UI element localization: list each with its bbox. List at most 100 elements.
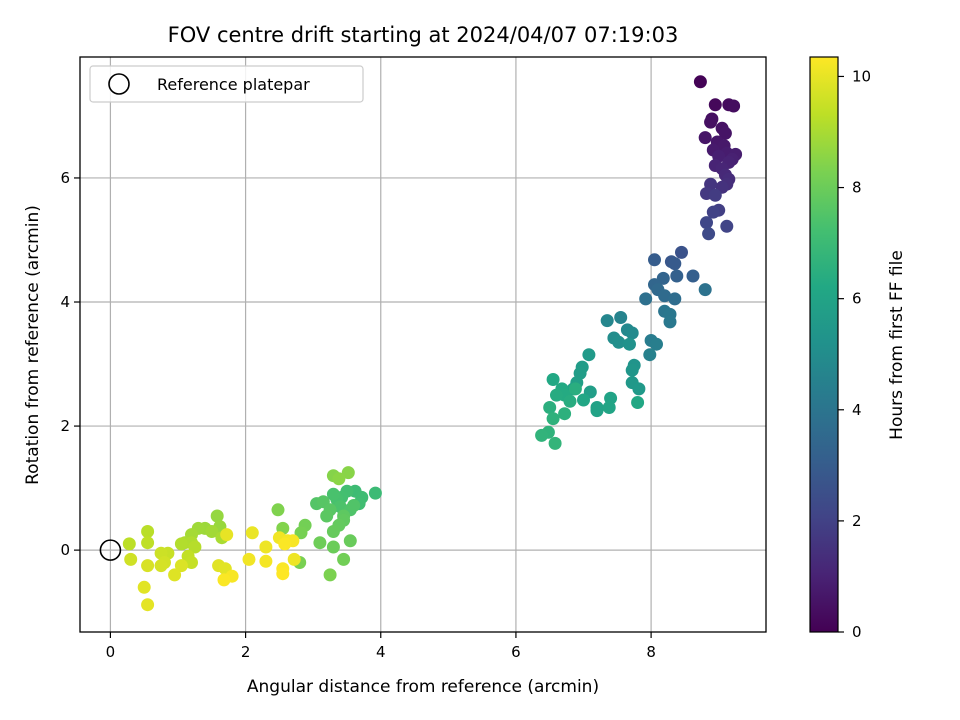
scatter-point xyxy=(220,528,234,542)
scatter-point xyxy=(648,253,661,267)
reference-platepar-marker xyxy=(99,539,122,561)
scatter-point xyxy=(341,466,355,480)
scatter-point xyxy=(693,75,707,89)
scatter-point xyxy=(602,401,616,414)
scatter-point xyxy=(343,534,357,548)
colorbar-tick-label: 2 xyxy=(852,512,862,530)
scatter-point xyxy=(568,382,582,396)
scatter-point xyxy=(242,552,256,566)
x-axis-label: Angular distance from reference (arcmin) xyxy=(247,677,599,697)
scatter-point xyxy=(698,283,712,297)
colorbar-ticks: 0 2 4 6 8 10 xyxy=(838,67,871,641)
y-tick-label: 4 xyxy=(60,293,70,311)
scatter-point xyxy=(347,499,361,512)
scatter-point xyxy=(271,503,285,517)
scatter-point xyxy=(313,536,327,550)
scatter-point xyxy=(141,598,155,612)
colorbar-tick-label: 10 xyxy=(852,67,871,85)
scatter-point xyxy=(326,540,340,554)
scatter-point xyxy=(720,219,734,233)
scatter-point xyxy=(141,559,155,573)
scatter-point xyxy=(698,131,712,145)
scatter-point xyxy=(600,314,614,328)
scatter-point xyxy=(168,568,182,582)
scatter-point xyxy=(663,315,677,329)
scatter-point xyxy=(546,373,560,386)
scatter-point xyxy=(276,567,290,581)
y-axis-ticks: 0 2 4 6 xyxy=(60,169,80,559)
scatter-point xyxy=(658,289,672,303)
scatter-point xyxy=(141,525,155,538)
scatter-point xyxy=(632,382,646,396)
scatter-point xyxy=(259,554,273,568)
scatter-point xyxy=(278,537,292,551)
scatter-point xyxy=(326,525,340,538)
scatter-point xyxy=(704,115,718,129)
colorbar-tick-label: 4 xyxy=(852,401,862,419)
scatter-point xyxy=(326,487,340,501)
scatter-point xyxy=(122,537,136,551)
chart-title: FOV centre drift starting at 2024/04/07 … xyxy=(168,23,679,47)
x-tick-label: 0 xyxy=(106,643,116,661)
scatter-point xyxy=(124,552,138,566)
scatter-point xyxy=(259,540,273,554)
data-points xyxy=(122,75,743,612)
scatter-point xyxy=(205,525,219,538)
scatter-point xyxy=(612,335,626,349)
colorbar-frame xyxy=(809,56,839,633)
scatter-point xyxy=(708,188,722,202)
scatter-point xyxy=(706,205,720,219)
scatter-point xyxy=(625,363,639,377)
x-tick-label: 4 xyxy=(376,643,386,661)
scatter-point xyxy=(174,559,188,573)
colorbar-tick-label: 8 xyxy=(852,179,862,197)
colorbar: 0 2 4 6 8 10 Hours from first FF file xyxy=(809,56,907,641)
scatter-point xyxy=(675,245,688,259)
scatter-point xyxy=(563,394,577,408)
scatter-point xyxy=(727,99,741,113)
scatter-point xyxy=(174,537,188,551)
colorbar-gradient xyxy=(810,57,838,632)
scatter-point xyxy=(582,348,596,362)
y-axis-label: Rotation from reference (arcmin) xyxy=(23,205,43,485)
legend-marker-icon xyxy=(108,73,130,95)
scatter-point xyxy=(668,257,682,271)
scatter-point xyxy=(625,326,639,340)
x-axis-ticks: 0 2 4 6 8 xyxy=(106,632,656,661)
scatter-point xyxy=(550,388,563,402)
scatter-point xyxy=(718,126,732,140)
scatter-point xyxy=(708,98,722,112)
scatter-point xyxy=(686,269,700,283)
scatter-point xyxy=(332,472,346,486)
legend: Reference platepar xyxy=(89,65,364,103)
x-tick-label: 6 xyxy=(511,643,521,661)
colorbar-tick-label: 0 xyxy=(852,623,862,641)
plot-frame xyxy=(79,56,767,633)
scatter-point xyxy=(631,396,645,409)
y-tick-label: 2 xyxy=(60,417,70,435)
scatter-point xyxy=(188,540,202,554)
x-tick-label: 2 xyxy=(241,643,251,661)
scatter-point xyxy=(668,292,682,306)
scatter-point xyxy=(623,337,636,351)
scatter-point xyxy=(643,348,657,362)
scatter-point xyxy=(210,509,224,523)
scatter-point xyxy=(320,509,334,523)
scatter-point xyxy=(137,580,151,594)
x-tick-label: 8 xyxy=(646,643,656,661)
scatter-point xyxy=(702,227,716,241)
legend-entry-reference: Reference platepar xyxy=(157,75,310,94)
scatter-point xyxy=(141,536,155,550)
scatter-point xyxy=(543,401,557,414)
scatter-point xyxy=(639,292,653,306)
scatter-point xyxy=(154,559,168,573)
scatter-point xyxy=(185,556,198,569)
scatter-point xyxy=(670,269,684,283)
scatter-point xyxy=(323,568,337,582)
scatter-point xyxy=(700,216,713,230)
scatter-point xyxy=(650,337,663,351)
scatter-point xyxy=(287,552,301,566)
scatter-point xyxy=(577,393,590,407)
scatter-point xyxy=(217,573,231,587)
